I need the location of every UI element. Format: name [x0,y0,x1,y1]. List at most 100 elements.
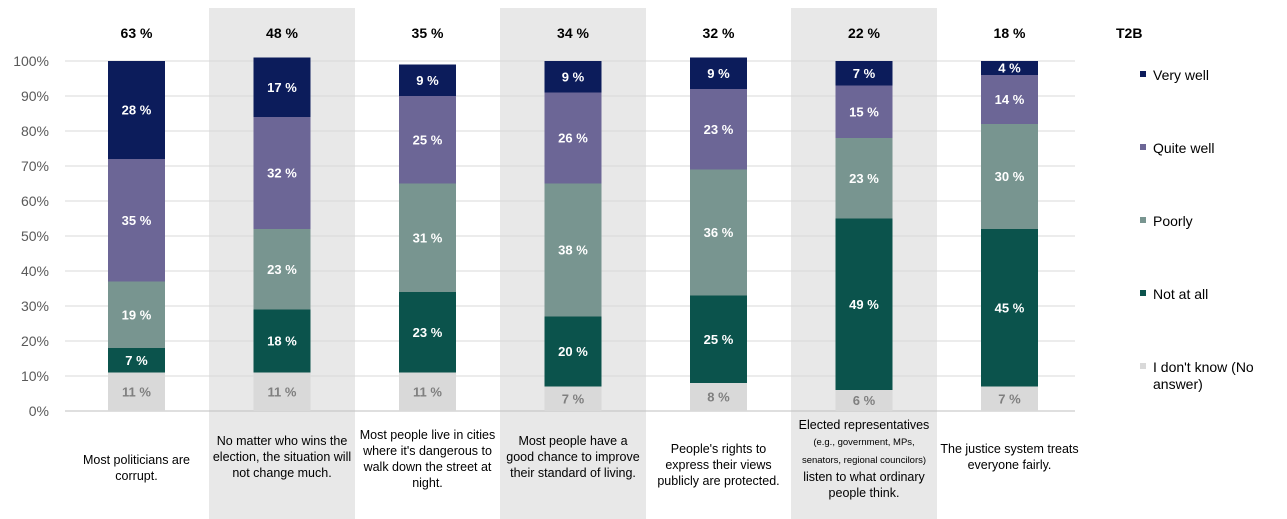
data-label: 15 % [849,104,879,119]
legend-swatch [1140,144,1146,150]
data-label: 38 % [558,243,588,258]
bar-segment [108,281,165,348]
t2b-value: 22 % [848,25,880,41]
bar-segment [544,316,602,387]
bar-segment [835,85,893,138]
data-label: 9 % [707,66,730,81]
bar-segment [981,386,1038,411]
data-label: 7 % [562,391,585,406]
t2b-value: 32 % [703,25,735,41]
bar-segment [108,61,165,159]
bar-segment [108,348,165,373]
bar-segment [399,183,456,292]
data-label: 4 % [998,61,1021,76]
data-label: 19 % [122,307,152,322]
legend-swatch [1140,217,1146,223]
y-tick-label: 10% [21,368,49,384]
bar-segment [108,159,165,282]
category-label: Most people live in cities where it's da… [359,428,496,490]
data-label: 35 % [122,213,152,228]
data-label: 9 % [416,73,439,88]
legend-entry: Quite well [1153,140,1214,156]
data-label: 49 % [849,297,879,312]
bar-segment [981,61,1038,75]
bar-segment [544,61,602,93]
y-tick-label: 70% [21,158,49,174]
category-label: Most politicians are corrupt. [83,453,190,483]
legend-entry: Poorly [1153,213,1193,229]
data-label: 32 % [267,166,297,181]
bar-segment [835,390,893,411]
bar-segment [981,75,1038,124]
bar-segment [544,183,602,317]
y-tick-label: 90% [21,88,49,104]
data-label: 9 % [562,69,585,84]
y-tick-label: 60% [21,193,49,209]
category-label: The justice system treats everyone fairl… [940,442,1079,472]
data-label: 6 % [853,393,876,408]
legend-swatch [1140,290,1146,296]
legend-title: T2B [1116,25,1142,41]
bar-segment [690,57,747,89]
bar-segment [399,292,456,373]
data-label: 23 % [849,171,879,186]
y-tick-label: 100% [13,53,49,69]
legend-entry: I don't know (No answer) [1153,359,1254,392]
data-label: 23 % [267,262,297,277]
data-label: 31 % [413,230,443,245]
bar-segment [690,295,747,383]
data-label: 11 % [413,384,442,399]
data-label: 17 % [267,80,297,95]
bar-segment [835,61,893,86]
bar-segment [399,64,456,96]
data-label: 45 % [995,300,1025,315]
t2b-value: 63 % [121,25,153,41]
bar-segment [835,138,893,219]
data-label: 36 % [704,225,734,240]
bar-segment [981,124,1038,229]
category-label: No matter who wins the election, the sit… [212,434,352,480]
data-label: 25 % [704,332,734,347]
data-label: 18 % [267,334,297,349]
bar-segment [253,372,311,411]
y-tick-label: 40% [21,263,49,279]
data-label: 7 % [853,66,876,81]
bar-segment [253,309,311,373]
data-label: 20 % [558,344,588,359]
t2b-value: 34 % [557,25,589,41]
t2b-value: 35 % [412,25,444,41]
data-label: 14 % [995,92,1025,107]
bar-segment [108,372,165,411]
bar-segment [399,372,456,411]
data-label: 26 % [558,131,588,146]
bar-segment [544,92,602,184]
y-tick-label: 20% [21,333,49,349]
data-label: 8 % [707,390,730,405]
category-label: People's rights to express their views p… [657,442,780,488]
data-label: 23 % [704,122,734,137]
data-label: 11 % [122,384,151,399]
legend: T2B Very well Quite well Poorly Not at all I … [1116,25,1254,392]
t2b-labels: 63 % 48 % 35 % 34 % 32 % 22 % 18 % [121,25,1026,41]
data-label: 23 % [413,325,443,340]
bar-segment [253,57,311,117]
data-label: 30 % [995,169,1025,184]
t2b-value: 48 % [266,25,298,41]
legend-swatch [1140,71,1146,77]
bar-segment [690,89,747,170]
bar-segment [544,386,602,411]
data-label: 25 % [413,132,443,147]
bar-segment [835,218,893,390]
bar-segment [690,169,747,296]
bar-segment [253,229,311,310]
bar-segment [253,117,311,229]
data-label: 28 % [122,103,152,118]
category-label: Most people have a good chance to improv… [506,434,640,480]
bars: 11 % 7 % 19 % 35 % 28 % 11 % 18 % 23 % 32 % 17 % 1… [108,57,1038,411]
legend-entry: Very well [1153,67,1209,83]
data-label: 7 % [998,391,1021,406]
bar-segment [690,383,747,411]
data-label: 7 % [125,353,148,368]
y-tick-label: 30% [21,298,49,314]
